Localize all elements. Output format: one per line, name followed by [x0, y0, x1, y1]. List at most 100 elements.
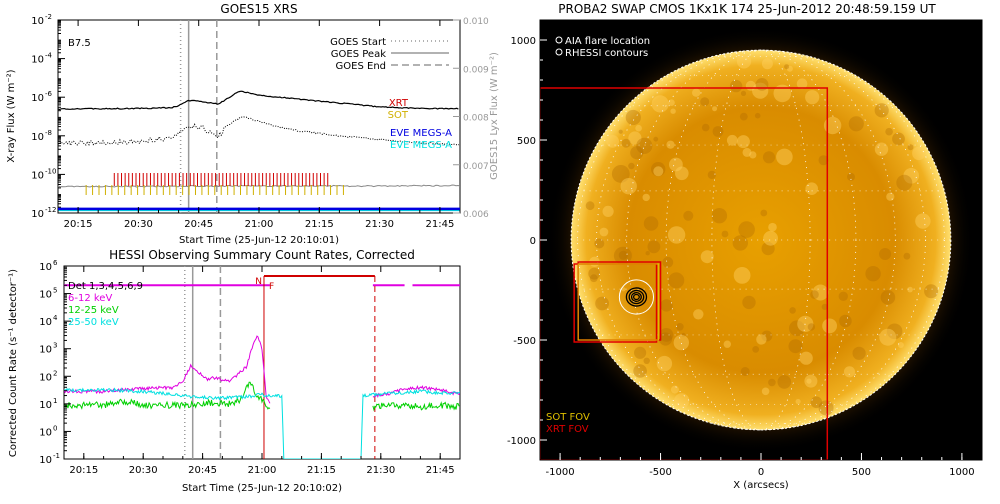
- solar-feature: [789, 307, 796, 314]
- goes-title: GOES15 XRS: [220, 2, 297, 16]
- goes-y2-tick-label: 0.010: [463, 17, 489, 27]
- series-25-50-kev: [64, 387, 460, 459]
- swap-y-tick-label: 0: [530, 236, 536, 247]
- solar-feature: [874, 103, 889, 118]
- solar-feature: [653, 166, 664, 177]
- hessi-x-tick-label: 21:00: [248, 465, 277, 476]
- solar-feature: [656, 355, 673, 372]
- solar-feature: [773, 84, 792, 103]
- swap-x-tick-label: -500: [649, 467, 672, 478]
- solar-feature: [812, 284, 829, 301]
- solar-feature: [670, 108, 676, 114]
- solar-feature: [599, 227, 609, 237]
- goes-x-tick-label: 21:15: [305, 219, 334, 230]
- solar-feature: [907, 144, 914, 151]
- solar-feature: [692, 88, 701, 97]
- rhessi-contour-marker-icon: [555, 48, 563, 56]
- hessi-y-tick-exponent: 6: [53, 259, 58, 267]
- legend-12-25kev: 12-25 keV: [68, 305, 119, 316]
- solar-feature: [848, 116, 864, 132]
- solar-feature: [879, 328, 897, 346]
- swap-title: PROBA2 SWAP CMOS 1Kx1K 174 25-Jun-2012 2…: [558, 2, 936, 16]
- legend-xrt-fov: XRT FOV: [546, 424, 589, 435]
- hessi-y-tick-exponent: 1: [53, 397, 57, 405]
- hessi-y-tick-exponent: 4: [53, 314, 58, 322]
- solar-feature: [804, 374, 818, 388]
- solar-feature: [721, 230, 729, 238]
- solar-feature: [756, 334, 767, 345]
- solar-feature: [903, 168, 919, 184]
- solar-feature: [668, 272, 685, 289]
- hessi-x-tick-label: 20:15: [69, 465, 98, 476]
- solar-feature: [653, 136, 659, 142]
- solar-feature: [668, 99, 675, 106]
- solar-feature: [676, 323, 684, 331]
- flag-f-label: F: [269, 282, 274, 292]
- solar-feature: [852, 346, 866, 360]
- solar-feature: [726, 134, 738, 146]
- solar-feature: [628, 162, 635, 170]
- solar-feature: [673, 334, 689, 351]
- solar-feature: [776, 148, 793, 166]
- solar-feature: [761, 330, 773, 342]
- solar-feature: [675, 166, 689, 181]
- goes-y-tick-label: 10: [31, 209, 44, 220]
- solar-feature: [700, 97, 710, 107]
- rhessi-contour: [630, 292, 642, 302]
- hessi-y-tick-exponent: 3: [53, 342, 57, 350]
- goes-x-tick-label: 21:30: [365, 219, 394, 230]
- solar-feature: [761, 58, 773, 70]
- solar-feature: [618, 250, 628, 260]
- solar-feature: [732, 235, 748, 251]
- goes-y-tick-exponent: -6: [45, 90, 53, 98]
- solar-feature: [818, 400, 834, 416]
- label-xrt: XRT: [389, 98, 409, 109]
- solar-feature: [636, 137, 653, 154]
- solar-feature: [589, 274, 598, 283]
- solar-feature: [749, 151, 757, 159]
- solar-feature: [712, 126, 724, 137]
- solar-feature: [701, 123, 710, 132]
- solar-feature: [723, 340, 731, 348]
- flag-n-label: N: [255, 277, 262, 287]
- solar-feature: [739, 112, 748, 121]
- swap-xlabel: X (arcsecs): [733, 480, 789, 491]
- goes-y2-tick-label: 0.009: [463, 65, 489, 75]
- legend-6-12kev: 6-12 keV: [68, 293, 112, 304]
- hessi-legend: Det 1,3,4,5,6,9 6-12 keV 12-25 keV 25-50…: [68, 281, 143, 328]
- solar-feature: [618, 129, 623, 134]
- swap-x-tick-label: 500: [852, 467, 871, 478]
- legend-detectors: Det 1,3,4,5,6,9: [68, 281, 143, 292]
- solar-feature: [754, 112, 761, 119]
- solar-feature: [880, 290, 896, 305]
- solar-feature: [885, 127, 893, 136]
- series-12-25-kev-post: [372, 401, 460, 412]
- solar-feature: [740, 367, 750, 376]
- legend-goes-end: GOES End: [336, 61, 386, 72]
- rhessi-contour: [632, 293, 640, 301]
- solar-feature: [797, 315, 814, 332]
- solar-feature: [736, 135, 750, 149]
- swap-panel: PROBA2 SWAP CMOS 1Kx1K 174 25-Jun-2012 2…: [507, 2, 983, 491]
- solar-feature: [761, 242, 775, 256]
- solar-feature: [843, 366, 856, 378]
- solar-feature: [847, 172, 855, 181]
- goes-y-tick-exponent: -12: [45, 206, 56, 214]
- goes-y-tick-label: 10: [31, 93, 44, 104]
- grid-longitude: [665, 49, 857, 431]
- goes-xlabel: Start Time (25-Jun-12 20:10:01): [179, 235, 339, 246]
- solar-feature: [805, 90, 820, 105]
- solar-feature: [822, 318, 837, 334]
- hessi-y-tick-label: 10: [39, 372, 52, 383]
- solar-feature: [763, 230, 778, 246]
- hessi-y-tick-exponent: -1: [53, 452, 60, 460]
- solar-feature: [683, 210, 694, 221]
- rhessi-contour: [628, 289, 645, 305]
- legend-rhessi-contours: RHESSI contours: [565, 48, 648, 59]
- hessi-plot-frame: [63, 265, 461, 460]
- label-sot: SOT: [388, 110, 409, 121]
- legend-sot-fov: SOT FOV: [546, 412, 590, 423]
- solar-feature: [742, 147, 752, 157]
- swap-x-tick-label: -1000: [546, 467, 575, 478]
- hessi-ylabel: Corrected Count Rate (s⁻¹ detector⁻¹): [8, 269, 19, 457]
